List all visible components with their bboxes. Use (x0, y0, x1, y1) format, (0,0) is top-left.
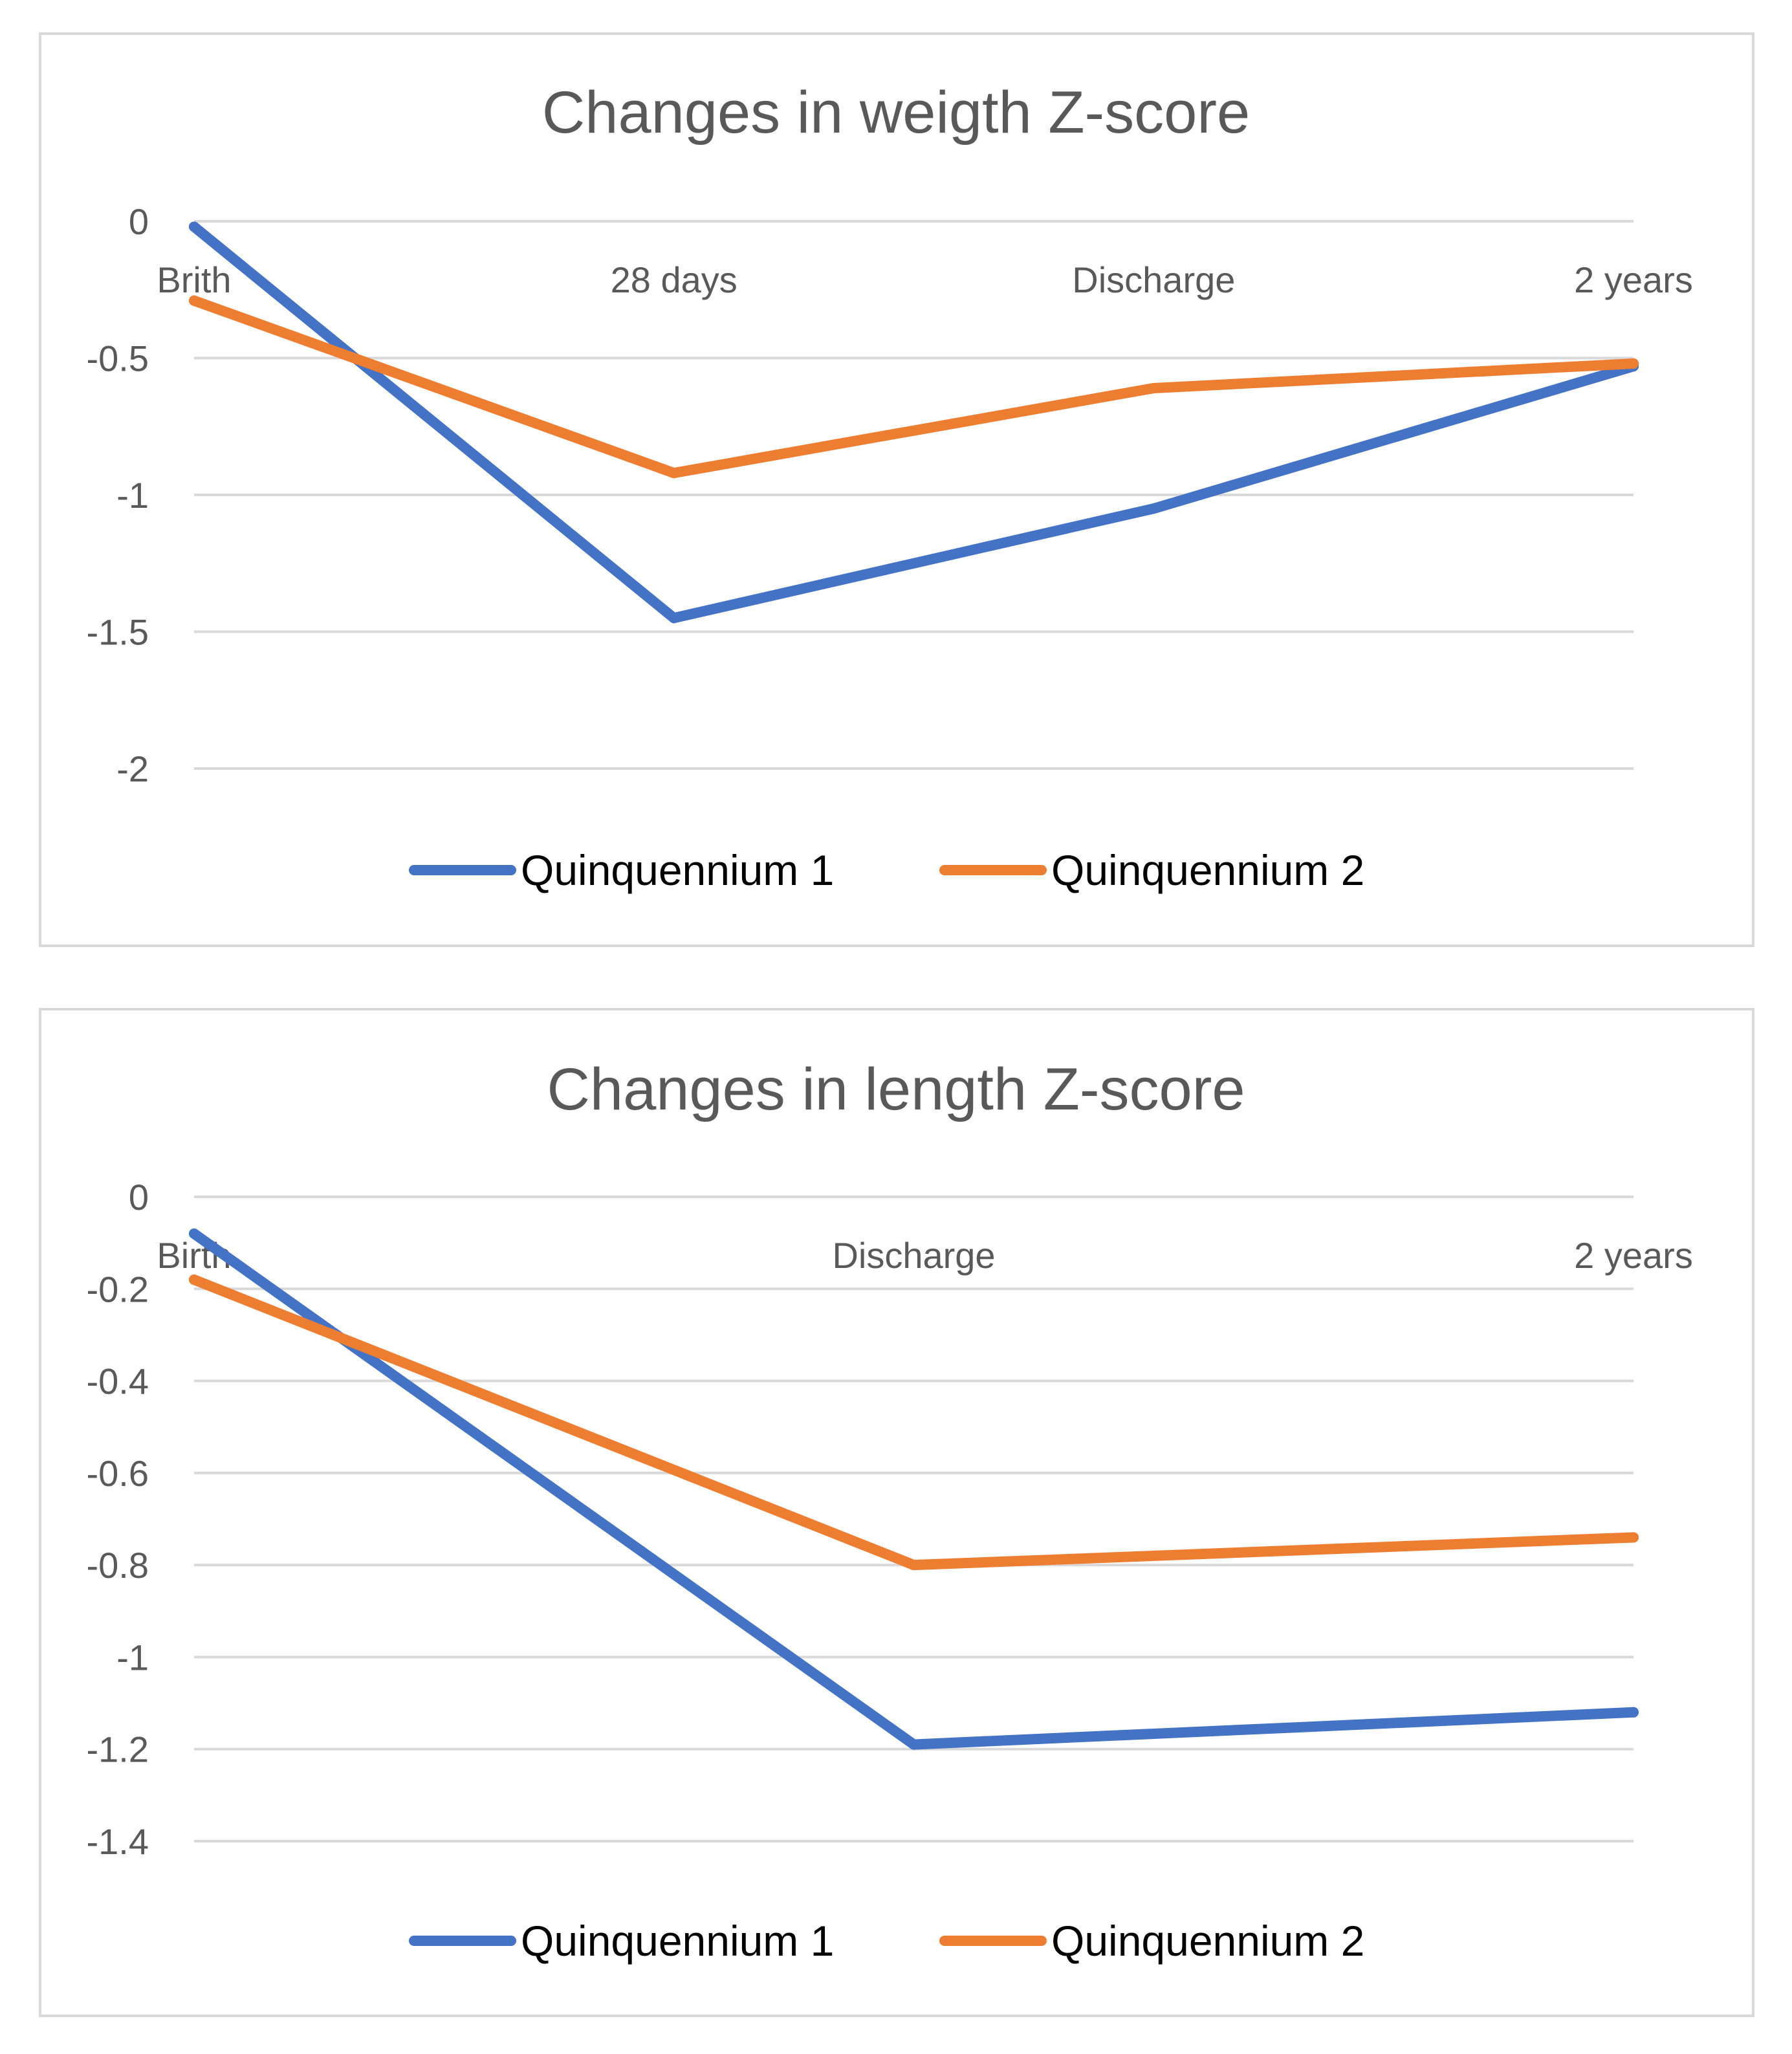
y-tick-label: -1.2 (87, 1729, 149, 1770)
y-tick-label: 0 (129, 201, 149, 242)
data-point (189, 1274, 199, 1285)
legend-label: Quinquennium 2 (1051, 1917, 1364, 1965)
x-tick-label: Brith (157, 259, 231, 300)
data-point (908, 1560, 919, 1571)
x-tick-label: Discharge (1072, 259, 1235, 300)
x-tick-label: Discharge (832, 1235, 995, 1276)
y-tick-label: -2 (116, 748, 149, 789)
y-tick-label: -0.8 (87, 1545, 149, 1586)
y-tick-label: -0.2 (87, 1269, 149, 1309)
y-tick-label: -1 (116, 1637, 149, 1677)
data-point (1628, 1532, 1639, 1543)
data-point (1628, 358, 1639, 369)
legend-label: Quinquennium 2 (1051, 846, 1364, 894)
chart-title: Changes in weigth Z-score (542, 80, 1250, 146)
data-point (189, 221, 199, 232)
y-tick-label: -0.4 (87, 1361, 149, 1402)
y-tick-label: 0 (129, 1177, 149, 1218)
data-point (668, 613, 679, 624)
y-tick-label: -1.5 (87, 612, 149, 653)
data-point (189, 1228, 199, 1239)
data-point (668, 468, 679, 479)
data-point (1148, 503, 1159, 514)
legend-item: Quinquennium 1 (409, 1917, 834, 1965)
x-tick-label: 28 days (611, 259, 738, 300)
x-tick-label: 2 years (1574, 259, 1693, 300)
legend-label: Quinquennium 1 (521, 846, 834, 894)
legend-label: Quinquennium 1 (521, 1917, 834, 1965)
length-chart: Changes in length Z-score 0 -0.2 -0.4 -0.6 -0… (39, 1008, 1754, 2017)
y-tick-label: -0.6 (87, 1453, 149, 1494)
legend-item: Quinquennium 1 (409, 846, 834, 894)
chart-title: Changes in length Z-score (547, 1056, 1245, 1122)
data-point (1628, 1707, 1639, 1718)
y-tick-label: -0.5 (87, 338, 149, 379)
weight-chart: Changes in weigth Z-score 0 -0.5 -1 -1.5 -2 Br… (39, 32, 1754, 947)
y-tick-label: -1.4 (87, 1821, 149, 1862)
legend-item: Quinquennium 2 (939, 1917, 1364, 1965)
x-tick-label: 2 years (1574, 1235, 1693, 1276)
series-line-1 (189, 221, 1639, 624)
y-tick-label: -1 (116, 475, 149, 516)
series-line-2 (189, 295, 1639, 479)
chart-panel (39, 32, 1754, 947)
legend-item: Quinquennium 2 (939, 846, 1364, 894)
chart-panel (39, 1008, 1754, 2017)
data-point (908, 1739, 919, 1750)
data-point (189, 295, 199, 306)
data-point (1148, 383, 1159, 394)
